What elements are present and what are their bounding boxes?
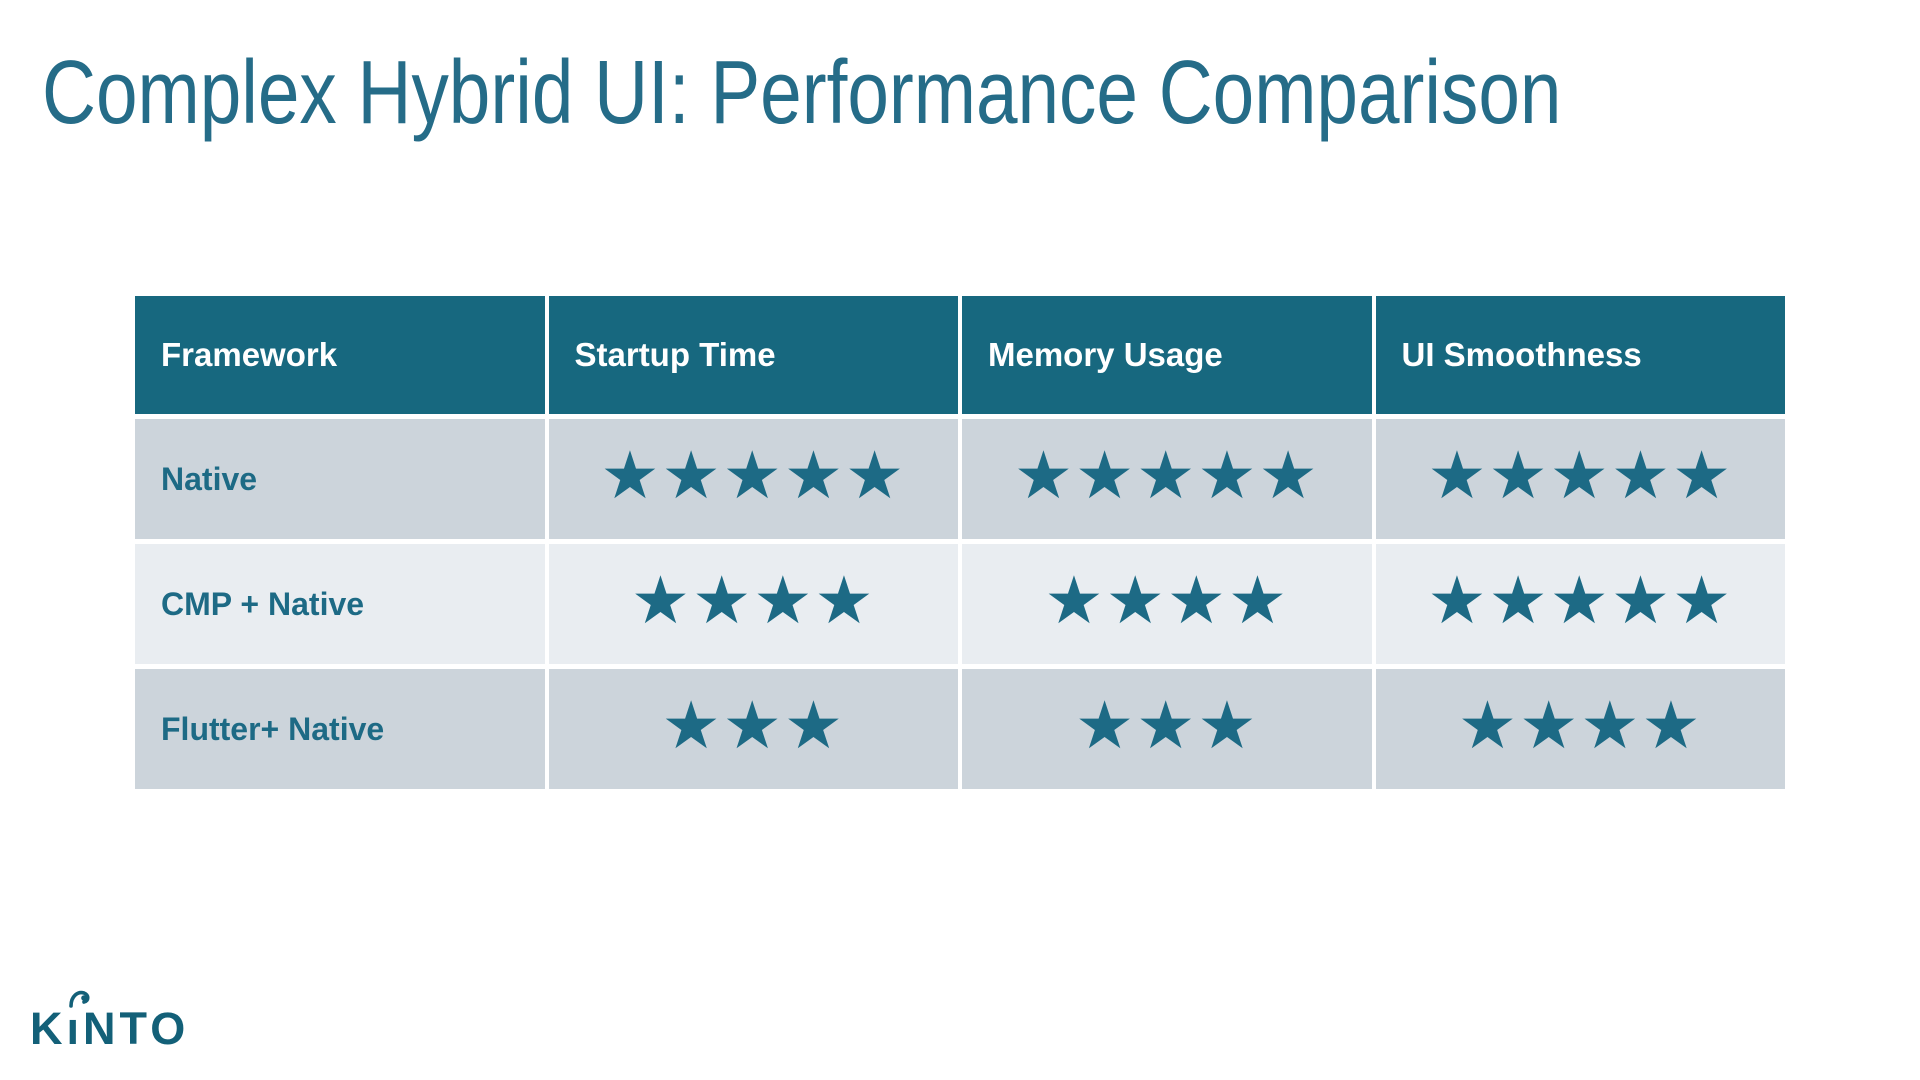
column-header-ui-smoothness: UI Smoothness [1375,296,1785,414]
framework-name-cmp-native: CMP + Native [135,544,545,664]
page-title: Complex Hybrid UI: Performance Compariso… [42,43,1562,143]
star-rating-cmp-startup: ★★★★ [548,544,958,664]
logo-letters-nto: NTO [83,1003,190,1054]
star-rating-flutter-memory: ★★★ [962,669,1372,789]
star-rating-native-startup: ★★★★★ [548,419,958,539]
logo-letter-i: ı [67,990,90,1051]
column-header-framework: Framework [135,296,545,414]
star-rating-cmp-smoothness: ★★★★★ [1375,544,1785,664]
logo-letter-k: K [30,1003,67,1054]
column-header-startup-time: Startup Time [548,296,958,414]
performance-comparison-table: Framework Startup Time Memory Usage UI S… [135,296,1785,789]
star-rating-native-smoothness: ★★★★★ [1375,419,1785,539]
star-rating-cmp-memory: ★★★★ [962,544,1372,664]
framework-name-native: Native [135,419,545,539]
star-rating-flutter-startup: ★★★ [548,669,958,789]
column-header-memory-usage: Memory Usage [962,296,1372,414]
logo-sprout-icon [68,990,90,1008]
star-rating-flutter-smoothness: ★★★★ [1375,669,1785,789]
star-rating-native-memory: ★★★★★ [962,419,1372,539]
framework-name-flutter-native: Flutter+ Native [135,669,545,789]
